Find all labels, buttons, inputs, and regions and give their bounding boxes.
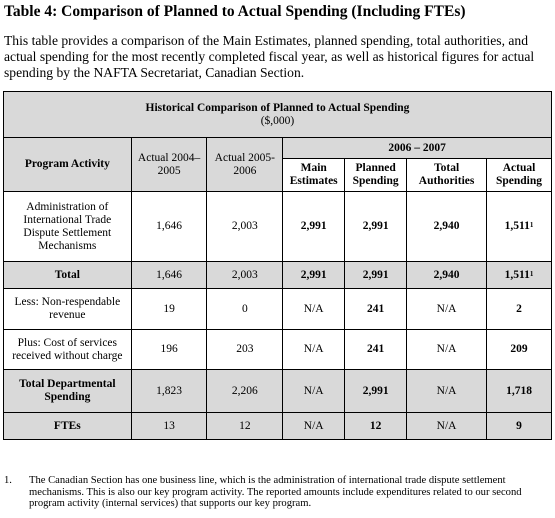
cell-planned-spending: 241: [344, 329, 408, 370]
cell-actual-2005-2006: 203: [206, 329, 284, 370]
cell-actual-spending: 209: [486, 329, 552, 370]
cell-main-estimates: N/A: [282, 329, 346, 370]
cell-actual-2005-2006: 12: [206, 412, 284, 440]
table-row: Plus: Cost of services received without …: [3, 329, 552, 370]
table-title-cell: Historical Comparison of Planned to Actu…: [3, 91, 552, 138]
cell-total-authorities: N/A: [406, 369, 488, 413]
row-label: Less: Non-respendable revenue: [3, 288, 132, 330]
cell-actual-2004-2005: 196: [130, 329, 208, 370]
cell-actual-spending: 1,718: [486, 369, 552, 413]
header-actual-2004-2005: Actual 2004–2005: [130, 137, 208, 192]
cell-actual-2005-2006: 2,206: [206, 369, 284, 413]
header-actual-2005-2006: Actual 2005-2006: [206, 137, 284, 192]
table-units: ($,000): [260, 114, 295, 127]
header-period: 2006 – 2007: [282, 137, 552, 159]
cell-actual-spending: 1,5111: [486, 261, 552, 289]
cell-main-estimates: N/A: [282, 412, 346, 440]
cell-actual-2005-2006: 0: [206, 288, 284, 330]
cell-total-authorities: 2,940: [406, 191, 488, 262]
cell-actual-spending: 9: [486, 412, 552, 440]
cell-total-authorities: 2,940: [406, 261, 488, 289]
cell-main-estimates: N/A: [282, 288, 346, 330]
cell-main-estimates: 2,991: [282, 261, 346, 289]
footnote-ref: 1: [529, 221, 534, 229]
cell-actual-2005-2006: 2,003: [206, 191, 284, 262]
footnote-ref: 1: [529, 269, 534, 278]
cell-planned-spending: 2,991: [344, 369, 408, 413]
cell-actual-2004-2005: 1,823: [130, 369, 208, 413]
footnote-number: 1.: [4, 475, 12, 486]
cell-actual-spending: 2: [486, 288, 552, 330]
cell-actual-2005-2006: 2,003: [206, 261, 284, 289]
spending-table: Historical Comparison of Planned to Actu…: [3, 91, 552, 440]
cell-main-estimates: N/A: [282, 369, 346, 413]
header-main-estimates: Main Estimates: [282, 158, 346, 192]
cell-main-estimates: 2,991: [282, 191, 346, 262]
cell-total-authorities: N/A: [406, 288, 488, 330]
header-program-activity: Program Activity: [3, 137, 132, 192]
cell-planned-spending: 2,991: [344, 191, 408, 262]
table-row: Administration of International Trade Di…: [3, 191, 552, 262]
cell-actual-2004-2005: 1,646: [130, 191, 208, 262]
intro-paragraph: This table provides a comparison of the …: [4, 33, 535, 80]
table-title: Historical Comparison of Planned to Actu…: [145, 101, 410, 114]
table-heading: Table 4: Comparison of Planned to Actual…: [4, 3, 466, 20]
row-label: FTEs: [3, 412, 132, 440]
row-label: Plus: Cost of services received without …: [3, 329, 132, 370]
header-total-authorities: Total Authorities: [406, 158, 488, 192]
table-row: Total Departmental Spending 1,823 2,206 …: [3, 369, 552, 413]
table-row: Less: Non-respendable revenue 19 0 N/A 2…: [3, 288, 552, 330]
cell-actual-2004-2005: 13: [130, 412, 208, 440]
cell-total-authorities: N/A: [406, 329, 488, 370]
row-label: Total Departmental Spending: [3, 369, 132, 413]
cell-value: 1,511: [504, 220, 530, 232]
cell-total-authorities: N/A: [406, 412, 488, 440]
header-planned-spending: Planned Spending: [344, 158, 408, 192]
table-row: FTEs 13 12 N/A 12 N/A 9: [3, 412, 552, 440]
cell-actual-spending: 1,5111: [486, 191, 552, 262]
footnote-text: The Canadian Section has one business li…: [29, 475, 522, 510]
cell-value: 1,511: [504, 268, 530, 281]
cell-planned-spending: 2,991: [344, 261, 408, 289]
cell-planned-spending: 241: [344, 288, 408, 330]
table-row: Total 1,646 2,003 2,991 2,991 2,940 1,51…: [3, 261, 552, 289]
cell-actual-2004-2005: 1,646: [130, 261, 208, 289]
header-actual-spending: Actual Spending: [486, 158, 552, 192]
row-label: Total: [3, 261, 132, 289]
row-label: Administration of International Trade Di…: [3, 191, 132, 262]
cell-actual-2004-2005: 19: [130, 288, 208, 330]
cell-planned-spending: 12: [344, 412, 408, 440]
